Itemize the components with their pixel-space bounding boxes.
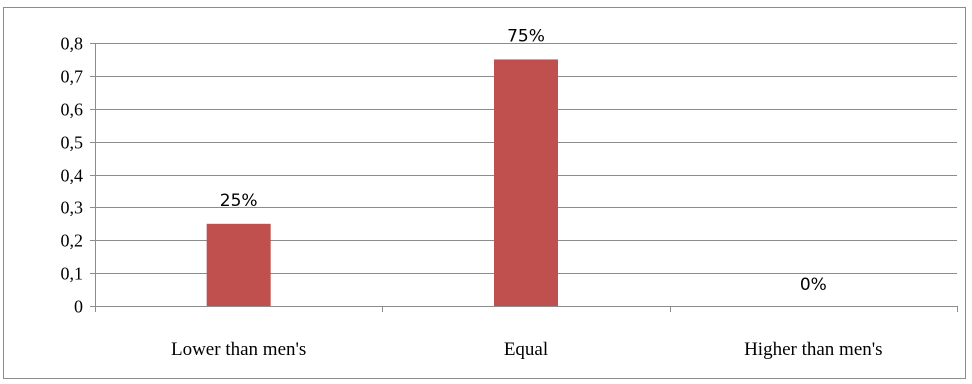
- x-tick-labels: Lower than men's Equal Higher than men's: [171, 339, 883, 360]
- axes: [90, 43, 958, 312]
- y-tick-label: 0,2: [61, 231, 84, 251]
- chart-frame: [3, 7, 966, 379]
- y-tick-label: 0,5: [61, 133, 84, 153]
- bars: [206, 59, 558, 306]
- data-label: 25%: [220, 191, 258, 211]
- bar: [206, 223, 271, 306]
- y-tick-label: 0,1: [61, 264, 84, 284]
- data-label: 75%: [507, 26, 545, 46]
- bar: [494, 59, 558, 306]
- y-tick-label: 0,6: [61, 100, 84, 120]
- data-label: 0%: [800, 275, 827, 295]
- y-tick-label: 0: [74, 297, 83, 317]
- x-tick-label: Equal: [504, 339, 548, 360]
- y-tick-label: 0,7: [61, 67, 84, 87]
- x-tick-label: Higher than men's: [744, 339, 883, 360]
- y-tick-label: 0,3: [61, 198, 84, 218]
- y-tick-label: 0,8: [61, 34, 84, 54]
- y-tick-labels: 0 0,1 0,2 0,3 0,4 0,5 0,6 0,7 0,8: [61, 34, 84, 317]
- y-tick-label: 0,4: [61, 166, 84, 186]
- data-labels: 25% 75% 0%: [220, 26, 827, 295]
- x-tick-label: Lower than men's: [171, 339, 306, 360]
